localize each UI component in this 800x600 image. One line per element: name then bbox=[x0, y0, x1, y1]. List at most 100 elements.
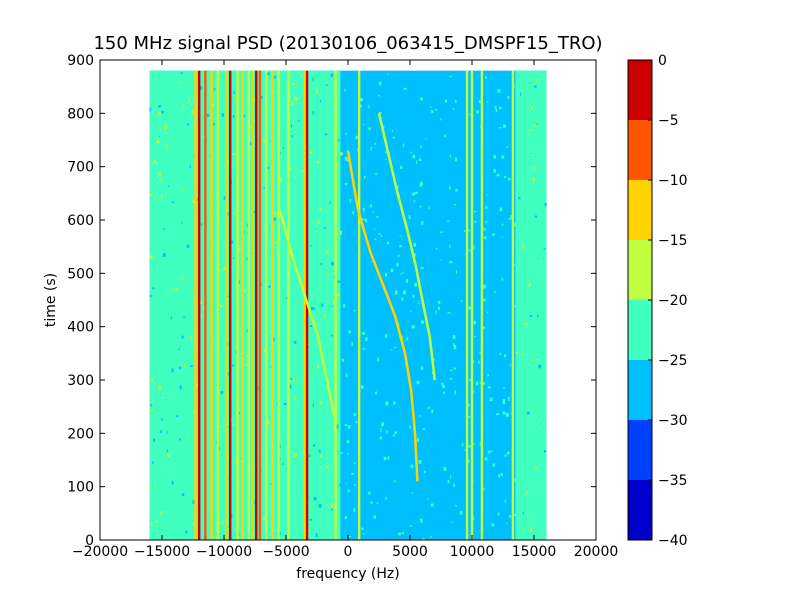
heatmap-speckle bbox=[522, 245, 525, 249]
heatmap-speckle bbox=[447, 220, 451, 223]
heatmap-line-10 bbox=[251, 70, 254, 540]
heatmap-speckle bbox=[360, 385, 364, 389]
heatmap-speckle bbox=[497, 512, 500, 516]
heatmap-speckle bbox=[508, 177, 511, 181]
heatmap-speckle bbox=[263, 517, 266, 520]
heatmap-speckle bbox=[319, 206, 321, 211]
heatmap-speckle bbox=[463, 230, 467, 232]
y-tick-label: 700 bbox=[67, 160, 94, 176]
heatmap-speckle bbox=[309, 151, 313, 154]
x-tick-label: −10000 bbox=[196, 544, 252, 560]
heatmap-speckle bbox=[161, 471, 163, 475]
heatmap-speckle bbox=[469, 113, 471, 116]
heatmap-line-12 bbox=[258, 70, 262, 540]
heatmap-speckle bbox=[233, 95, 236, 97]
heatmap-speckle bbox=[383, 456, 387, 461]
heatmap-speckle bbox=[199, 301, 203, 305]
heatmap-speckle bbox=[151, 400, 155, 402]
heatmap-speckle bbox=[383, 125, 385, 129]
heatmap-speckle bbox=[416, 381, 420, 385]
heatmap-speckle bbox=[378, 232, 382, 235]
heatmap-speckle bbox=[491, 233, 495, 236]
heatmap-speckle bbox=[298, 487, 301, 489]
heatmap-speckle bbox=[532, 178, 536, 182]
colorbar-tick-label: −20 bbox=[658, 293, 688, 309]
heatmap-speckle bbox=[534, 85, 537, 88]
heatmap-speckle bbox=[524, 322, 528, 326]
heatmap-speckle bbox=[156, 161, 158, 166]
heatmap-speckle bbox=[185, 530, 188, 534]
heatmap-speckle bbox=[373, 228, 376, 230]
heatmap-speckle bbox=[202, 136, 205, 138]
heatmap-speckle bbox=[338, 139, 340, 142]
heatmap-speckle bbox=[250, 126, 253, 129]
heatmap-speckle bbox=[320, 263, 323, 266]
x-tick-label: 15000 bbox=[512, 544, 557, 560]
heatmap-speckle bbox=[222, 267, 225, 271]
heatmap-speckle bbox=[469, 378, 471, 382]
heatmap-speckle bbox=[492, 463, 496, 467]
heatmap-line-1 bbox=[198, 70, 201, 540]
heatmap-speckle bbox=[538, 77, 540, 81]
heatmap-speckle bbox=[499, 207, 503, 212]
heatmap-speckle bbox=[165, 145, 168, 148]
heatmap-speckle bbox=[312, 77, 314, 81]
heatmap-speckle bbox=[244, 289, 246, 293]
heatmap-speckle bbox=[274, 75, 276, 79]
heatmap-speckle bbox=[530, 528, 533, 532]
heatmap-speckle bbox=[346, 440, 350, 444]
heatmap-speckle bbox=[404, 339, 406, 341]
heatmap-speckle bbox=[360, 98, 363, 102]
heatmap-speckle bbox=[474, 210, 477, 213]
heatmap-speckle bbox=[329, 201, 331, 204]
heatmap-speckle bbox=[409, 525, 413, 527]
heatmap-speckle bbox=[160, 430, 162, 434]
heatmap-speckle bbox=[534, 215, 538, 218]
heatmap-speckle bbox=[495, 109, 498, 112]
heatmap-speckle bbox=[192, 500, 195, 505]
heatmap-speckle bbox=[494, 106, 497, 110]
heatmap-speckle bbox=[317, 365, 320, 369]
heatmap-speckle bbox=[249, 142, 253, 146]
heatmap-speckle bbox=[157, 111, 161, 115]
heatmap-speckle bbox=[268, 285, 271, 288]
heatmap-speckle bbox=[238, 280, 240, 284]
heatmap-speckle bbox=[435, 247, 438, 250]
heatmap-speckle bbox=[418, 158, 422, 162]
heatmap-speckle bbox=[157, 385, 161, 390]
heatmap-speckle bbox=[375, 391, 378, 395]
heatmap-speckle bbox=[190, 335, 192, 340]
x-tick-label: 10000 bbox=[450, 544, 495, 560]
heatmap-speckle bbox=[478, 360, 480, 364]
heatmap-speckle bbox=[196, 383, 200, 387]
colorbar-tick-label: 0 bbox=[658, 53, 667, 69]
heatmap-speckle bbox=[347, 489, 350, 493]
heatmap-speckle bbox=[351, 342, 353, 346]
heatmap-speckle bbox=[327, 75, 330, 77]
heatmap-speckle bbox=[461, 442, 464, 447]
heatmap-speckle bbox=[476, 110, 479, 114]
heatmap-speckle bbox=[544, 203, 547, 207]
heatmap-speckle bbox=[160, 511, 163, 515]
heatmap-speckle bbox=[232, 153, 236, 155]
heatmap-speckle bbox=[453, 343, 455, 347]
heatmap-speckle bbox=[347, 425, 351, 429]
heatmap-speckle bbox=[164, 125, 168, 130]
heatmap-line-19 bbox=[334, 70, 337, 540]
heatmap-speckle bbox=[412, 295, 415, 298]
heatmap-line-13 bbox=[264, 70, 268, 540]
heatmap-speckle bbox=[340, 452, 343, 454]
heatmap-speckle bbox=[486, 194, 488, 196]
heatmap-speckle bbox=[158, 198, 160, 201]
heatmap-speckle bbox=[443, 466, 447, 471]
heatmap-speckle bbox=[431, 110, 434, 113]
heatmap-speckle bbox=[372, 211, 374, 213]
heatmap-speckle bbox=[484, 457, 488, 461]
heatmap-speckle bbox=[179, 385, 182, 390]
heatmap-speckle bbox=[312, 111, 314, 115]
heatmap-line-7 bbox=[236, 70, 239, 540]
heatmap-speckle bbox=[420, 267, 424, 269]
heatmap-speckle bbox=[531, 359, 535, 362]
colorbar-tick-label: −25 bbox=[658, 353, 688, 369]
heatmap-speckle bbox=[153, 486, 156, 488]
